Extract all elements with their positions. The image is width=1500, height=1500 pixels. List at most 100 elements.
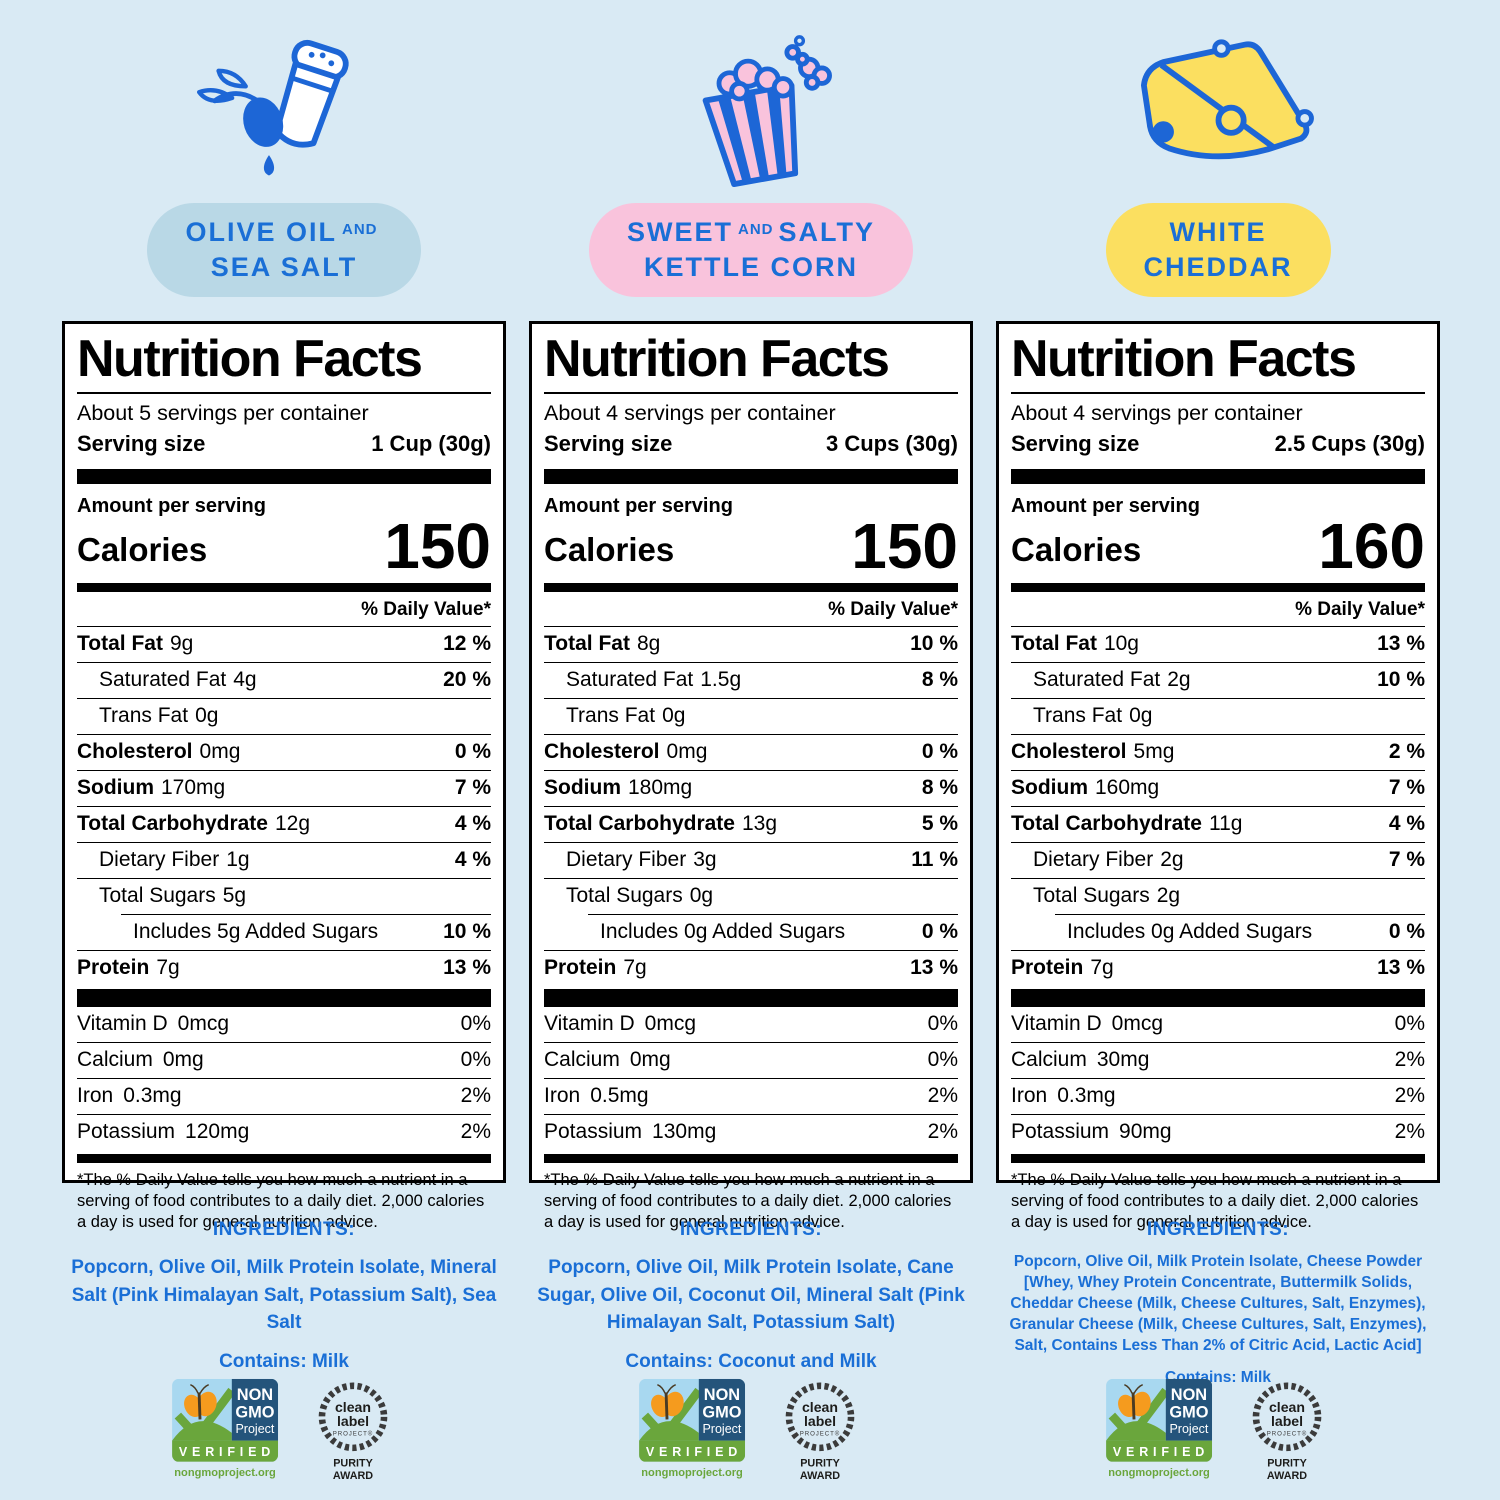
daily-value-header: % Daily Value* — [1011, 592, 1425, 628]
serving-size-row: Serving size 2.5 Cups (30g) — [1011, 428, 1425, 467]
nutrient-name: Sodium 170mg — [77, 776, 225, 800]
nutrition-facts-panel: Nutrition Facts About 4 servings per cont… — [529, 321, 973, 1231]
nutrient-daily-value: 4 % — [454, 812, 491, 836]
nutrient-daily-value: 8 % — [921, 668, 958, 692]
nutrient-name: Includes 5g Added Sugars — [121, 920, 378, 944]
nutrient-name: Total Fat 10g — [1011, 632, 1139, 656]
nutrient-label: Sodium — [77, 776, 154, 800]
calories-label: Calories — [77, 531, 208, 569]
vitamin-name: Potassium 120mg — [77, 1120, 249, 1144]
vitamin-amount: 0mg — [162, 1048, 204, 1072]
nutrient-label: Sodium — [1011, 776, 1088, 800]
nutrient-label: Trans Fat — [99, 704, 189, 728]
vitamin-daily-value: 0% — [460, 1048, 491, 1072]
nutrient-row: Trans Fat 0g — [1011, 699, 1425, 736]
nutrient-row: Total Sugars 2g — [1011, 879, 1425, 914]
clean-label-purity-award-badge: clean label PROJECT® PURITY AWARD — [1252, 1382, 1322, 1482]
non-gmo-url: nongmoproject.org — [1108, 1467, 1210, 1479]
vitamin-daily-value: 0% — [460, 1012, 491, 1036]
amount-per-serving-label: Amount per serving — [77, 494, 266, 517]
nutrition-facts-title: Nutrition Facts — [77, 330, 491, 394]
nutrient-daily-value: 7 % — [1388, 776, 1425, 800]
nutrient-label: Total Sugars — [566, 884, 683, 908]
nutrient-daily-value: 10 % — [443, 920, 491, 944]
nutrient-daily-value: 0 % — [921, 740, 958, 764]
separator-bar — [1011, 583, 1425, 593]
nutrient-amount: 0g — [195, 704, 219, 728]
certification-badges: NON GMO Project VERIFIED nongmoproject.o… — [635, 1377, 867, 1483]
separator-bar — [77, 468, 491, 484]
ingredients-block: INGREDIENTS: Popcorn, Olive Oil, Milk Pr… — [529, 1219, 973, 1372]
vitamin-row: Iron 0.3mg 2% — [1011, 1079, 1425, 1116]
nutrient-label: Saturated Fat — [1033, 668, 1161, 692]
vitamin-amount: 90mg — [1119, 1120, 1172, 1144]
servings-per-container: About 4 servings per container — [1011, 400, 1303, 425]
nutrient-label: Saturated Fat — [566, 668, 694, 692]
nutrient-row: Total Carbohydrate 11g 4 % — [1011, 807, 1425, 844]
ingredients-block: INGREDIENTS: Popcorn, Olive Oil, Milk Pr… — [996, 1219, 1440, 1386]
nutrient-daily-value: 0 % — [921, 920, 958, 944]
vitamin-daily-value: 2% — [460, 1084, 491, 1108]
nutrient-label: Includes 5g Added Sugars — [133, 920, 379, 944]
separator-bar — [77, 989, 491, 1008]
vitamin-daily-value: 2% — [460, 1120, 491, 1144]
vitamin-label: Potassium — [544, 1120, 643, 1144]
nutrient-row: Trans Fat 0g — [544, 699, 958, 736]
nutrient-name: Dietary Fiber 1g — [77, 848, 250, 872]
nutrient-daily-value: 13 % — [910, 956, 958, 980]
nutrient-amount: 4g — [233, 668, 257, 692]
flavor-icon-wrap — [651, 30, 851, 195]
ingredients-heading: INGREDIENTS: — [1146, 1219, 1290, 1241]
serving-size-value: 1 Cup (30g) — [371, 430, 491, 456]
nutrient-name: Saturated Fat 1.5g — [544, 668, 741, 692]
nutrient-daily-value: 13 % — [443, 956, 491, 980]
non-gmo-url: nongmoproject.org — [641, 1467, 743, 1479]
nutrient-amount: 0mg — [666, 740, 708, 764]
nutrient-daily-value: 4 % — [454, 848, 491, 872]
nutrient-name: Cholesterol 5mg — [1011, 740, 1174, 764]
column-sweet-salty-kettle-corn: SWEET AND SALTY KETTLE CORN Nutrition Fact… — [529, 30, 973, 1483]
vitamin-name: Calcium 0mg — [77, 1048, 204, 1072]
nutrition-facts-title: Nutrition Facts — [1011, 330, 1425, 394]
vitamin-name: Iron 0.3mg — [77, 1084, 182, 1108]
nutrient-label: Total Sugars — [99, 884, 216, 908]
serving-size-label: Serving size — [544, 430, 673, 456]
nutrient-amount: 2g — [1160, 848, 1184, 872]
vitamin-amount: 0.5mg — [590, 1084, 649, 1108]
flavor-name-part: SALTY — [778, 217, 875, 247]
nutrient-row: Cholesterol 5mg 2 % — [1011, 735, 1425, 772]
vitamin-name: Calcium 30mg — [1011, 1048, 1149, 1072]
clean-label-line2: label — [1271, 1413, 1303, 1429]
flavor-icon-wrap — [187, 30, 382, 195]
separator-bar — [544, 468, 958, 484]
vitamin-daily-value: 2% — [1394, 1084, 1425, 1108]
vitamin-row: Potassium 90mg 2% — [1011, 1115, 1425, 1150]
flavor-pill-sweet-salty-kettle-corn: SWEET AND SALTY KETTLE CORN — [588, 203, 913, 298]
serving-size-label: Serving size — [1011, 430, 1140, 456]
clean-label-line1: clean — [1269, 1399, 1305, 1415]
vitamin-daily-value: 0% — [1394, 1012, 1425, 1036]
serving-size-row: Serving size 1 Cup (30g) — [77, 428, 491, 467]
vitamin-name: Iron 0.5mg — [544, 1084, 649, 1108]
nutrient-label: Total Carbohydrate — [544, 812, 735, 836]
cheese-wedge-icon — [1140, 39, 1314, 160]
nutrient-daily-value: 10 % — [1377, 668, 1425, 692]
nutrient-name: Protein 7g — [1011, 956, 1114, 980]
daily-value-footnote: *The % Daily Value tells you how much a … — [1011, 1171, 1419, 1231]
separator-bar — [77, 583, 491, 593]
nutrient-row: Total Sugars 0g — [544, 879, 958, 914]
separator-bar — [544, 1154, 958, 1164]
nutrition-facts-panel: Nutrition Facts About 4 servings per cont… — [996, 321, 1440, 1231]
nutrient-amount: 9g — [169, 632, 194, 656]
nutrient-label: Cholesterol — [1011, 740, 1127, 764]
ingredients-text: Popcorn, Olive Oil, Milk Protein Isolate… — [537, 1257, 965, 1334]
vitamin-label: Vitamin D — [1011, 1012, 1102, 1036]
vitamin-name: Potassium 90mg — [1011, 1120, 1172, 1144]
nutrient-daily-value: 5 % — [921, 812, 958, 836]
nutrient-label: Total Fat — [1011, 632, 1097, 656]
calories-row: Calories 150 — [77, 514, 491, 579]
nutrient-name: Trans Fat 0g — [544, 704, 685, 728]
non-gmo-line3: Project — [235, 1422, 274, 1436]
nutrient-daily-value: 4 % — [1388, 812, 1425, 836]
flavor-name-and: AND — [738, 221, 774, 238]
